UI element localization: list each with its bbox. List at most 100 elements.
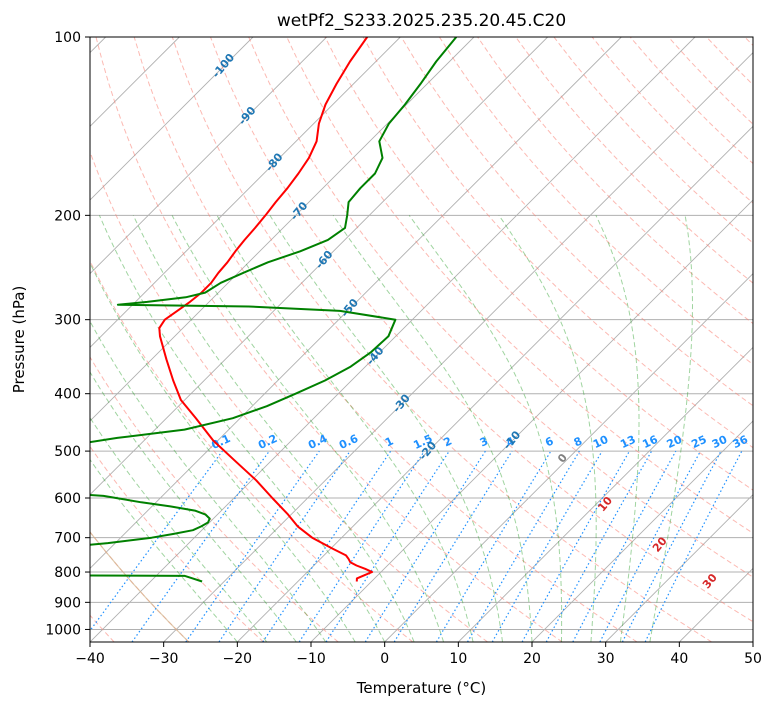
x-tick-label: 10 [449, 651, 467, 667]
moist-adiabat-line [498, 215, 597, 642]
mixing-ratio-label: 30 [710, 433, 730, 451]
y-axis-label: Pressure (hPa) [10, 286, 28, 394]
isotherm-label: 0 [555, 451, 570, 465]
y-tick-label: 1000 [45, 622, 81, 638]
y-tick-label: 600 [54, 491, 81, 507]
y-tick-label: 400 [54, 387, 81, 403]
x-axis-ticks: −40 −30 −20 −10 0 10 20 30 40 50 [75, 642, 762, 667]
dry-adiabat-line [95, 37, 563, 642]
x-tick-label: −40 [75, 651, 105, 667]
x-tick-label: −20 [223, 651, 253, 667]
x-tick-label: 20 [523, 651, 541, 667]
mixing-ratio-label: 20 [665, 433, 685, 451]
y-tick-label: 700 [54, 531, 81, 547]
isotherm-line [90, 37, 401, 348]
mixing-ratio-line [298, 450, 425, 642]
profile-series [90, 37, 458, 583]
isotherm-line [90, 37, 254, 201]
y-tick-label: 500 [54, 444, 81, 460]
isotherm-line [384, 273, 753, 642]
x-tick-label: −10 [296, 651, 326, 667]
y-tick-label: 300 [54, 313, 81, 329]
dry-adiabat-line [744, 37, 753, 47]
mixing-ratio-label: 16 [640, 433, 660, 451]
isotherm-label: -100 [210, 51, 238, 81]
mixing-ratio-line [572, 450, 677, 642]
x-tick-label: 0 [380, 651, 389, 667]
isotherm-line [163, 52, 753, 642]
moist-adiabat-line [171, 215, 445, 642]
mixing-ratio-label: 36 [731, 433, 751, 451]
x-axis-label: Temperature (°C) [356, 679, 486, 697]
mixing-ratio-line [325, 450, 450, 642]
moist-adiabat-line [98, 215, 386, 642]
dry-adiabat-line [90, 259, 414, 642]
dewpoint-line [90, 37, 458, 583]
plot-frame [89, 36, 754, 643]
moist-adiabat-line [90, 320, 327, 642]
isotherm-line [90, 37, 327, 275]
isotherm-label: 10 [595, 494, 615, 514]
dry-adiabat-line [324, 37, 753, 491]
moist-adiabat-line [90, 458, 238, 642]
dry-adiabat-line [591, 37, 753, 204]
dry-adiabat-line [553, 37, 753, 244]
x-tick-label: 40 [670, 651, 688, 667]
mixing-ratio-line [90, 450, 223, 632]
mixing-ratio-line [644, 450, 743, 642]
mixing-ratio-label: 10 [591, 433, 611, 451]
isotherm-label: 40 [750, 603, 770, 623]
y-tick-label: 900 [54, 595, 81, 611]
isotherm-line [531, 420, 753, 642]
isotherm-line [90, 37, 475, 422]
mixing-ratio-line [262, 450, 392, 642]
mixing-ratio-label: 3 [478, 434, 490, 449]
mixing-ratio-label: 1 [383, 434, 395, 449]
isotherm-line [679, 567, 753, 642]
dry-adiabat-line [706, 37, 753, 86]
moist-adiabat-line [649, 215, 693, 642]
dry-adiabat-line [248, 37, 753, 578]
isotherm-label: 30 [700, 571, 720, 591]
moist-adiabat-line [132, 215, 415, 642]
reference-curve [90, 531, 190, 642]
dry-adiabat-line [90, 150, 488, 642]
dry-adiabat-line [400, 37, 753, 407]
dry-adiabat-line [171, 37, 712, 642]
moist-adiabat-line [90, 416, 268, 642]
isotherm-line [752, 641, 753, 642]
moist-adiabat-line [408, 215, 563, 642]
y-tick-label: 100 [54, 30, 81, 46]
background-lines [90, 37, 753, 642]
dry-adiabat-line [90, 445, 264, 642]
mixing-ratio-label: 6 [543, 434, 556, 449]
isotherm-line [605, 494, 753, 642]
x-tick-label: 30 [597, 651, 615, 667]
y-tick-label: 200 [54, 208, 81, 224]
dry-adiabat-line [210, 37, 753, 623]
isotherm-line [310, 199, 753, 642]
moist-adiabat-line [90, 261, 356, 642]
dry-adiabat-line [515, 37, 753, 284]
isotherm-line [90, 37, 548, 496]
isotherm-line [237, 125, 753, 642]
x-tick-label: 50 [744, 651, 762, 667]
mixing-ratio-label: 13 [618, 433, 637, 451]
mixing-ratio-line [131, 450, 270, 642]
mixing-ratio-line [393, 450, 513, 642]
dry-adiabat-line [668, 37, 753, 125]
y-axis-ticks: 100 200 300 400 500 600 700 800 900 1000 [45, 30, 90, 638]
moist-adiabat-line [595, 215, 640, 642]
dry-adiabat-line [438, 37, 753, 366]
isotherm-line [90, 37, 696, 642]
mixing-ratio-label: 2 [442, 434, 454, 449]
temperature-line [158, 37, 374, 582]
dry-adiabat-line [362, 37, 753, 449]
isotherm-line [458, 346, 753, 642]
chart-title: wetPf2_S233.2025.235.20.45.C20 [277, 11, 566, 31]
mixing-ratio-label: 0.4 [306, 432, 329, 452]
x-tick-label: −30 [149, 651, 179, 667]
mixing-ratio-label: 25 [689, 433, 708, 451]
